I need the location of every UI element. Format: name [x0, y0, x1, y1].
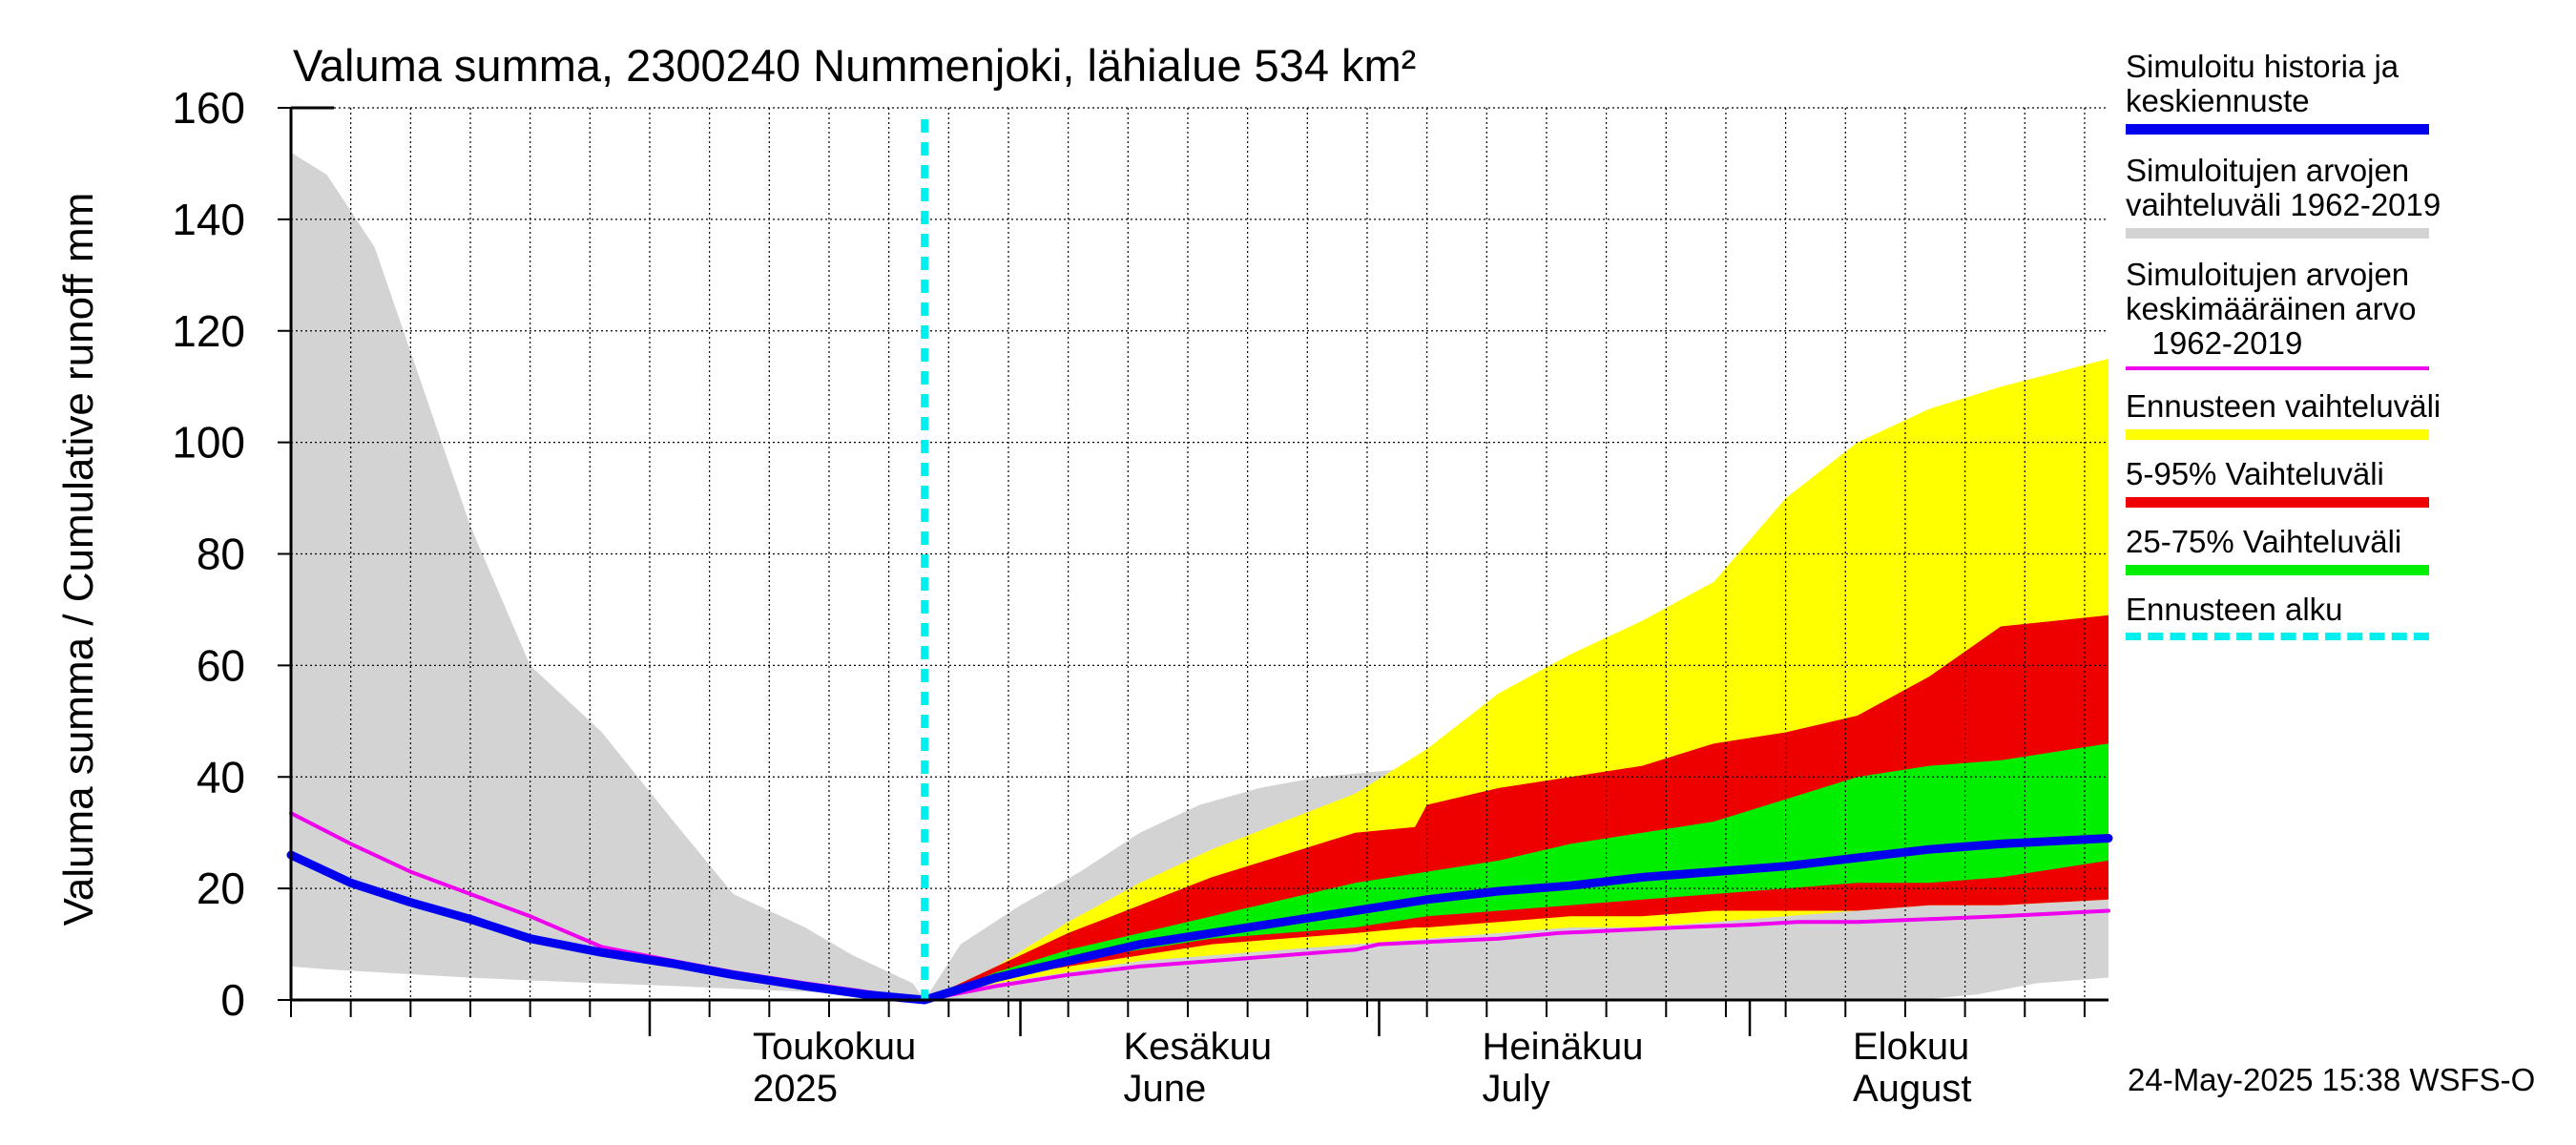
legend: Simuloitu historia ja keskiennuste Simulo…: [2126, 50, 2441, 640]
y-tick-label: 100: [172, 418, 245, 468]
month-label-en: August: [1853, 1068, 1972, 1110]
legend-label: Simuloitujen arvojen vaihteluväli 1962-2…: [2126, 153, 2441, 222]
y-tick-label: 0: [220, 975, 245, 1025]
series-line-5: [286, 834, 2113, 1005]
y-tick-label: 140: [172, 195, 245, 244]
legend-swatch: [2126, 565, 2429, 575]
legend-item: Simuloitu historia ja keskiennuste: [2126, 50, 2441, 135]
legend-label: 25-75% Vaihteluväli: [2126, 524, 2402, 559]
legend-item: Simuloitujen arvojen vaihteluväli 1962-2…: [2126, 154, 2441, 239]
month-label-fi: Elokuu: [1853, 1026, 1969, 1068]
band-2: [924, 614, 2109, 1000]
legend-label: Simuloitu historia ja keskiennuste: [2126, 49, 2399, 118]
legend-swatch: [2126, 633, 2429, 640]
legend-item: Simuloitujen arvojen keskimääräinen arvo…: [2126, 258, 2441, 370]
legend-label: Simuloitujen arvojen keskimääräinen arvo…: [2126, 257, 2417, 361]
month-label-fi: Kesäkuu: [1124, 1026, 1273, 1068]
y-axis-label: Valuma summa / Cumulative runoff mm: [55, 193, 102, 926]
series-line-4: [289, 811, 2110, 1002]
legend-swatch: [2126, 429, 2429, 440]
legend-swatch: [2126, 228, 2429, 239]
month-label-en: June: [1124, 1068, 1207, 1110]
y-tick-label: 160: [172, 83, 245, 133]
y-tick-label: 60: [197, 640, 245, 690]
grid-lines: [291, 107, 2109, 1000]
legend-label: 5-95% Vaihteluväli: [2126, 456, 2384, 491]
y-tick-label: 120: [172, 306, 245, 356]
legend-label: Ennusteen vaihteluväli: [2126, 388, 2441, 424]
legend-item: 25-75% Vaihteluväli: [2126, 525, 2441, 575]
legend-swatch: [2126, 124, 2429, 135]
legend-item: Ennusteen vaihteluväli: [2126, 389, 2441, 440]
month-label-fi: Heinäkuu: [1482, 1026, 1643, 1068]
range-bands: [291, 152, 2109, 1001]
legend-item: Ennusteen alku: [2126, 593, 2441, 640]
timestamp-footer: 24-May-2025 15:38 WSFS-O: [2128, 1062, 2536, 1097]
legend-swatch: [2126, 497, 2429, 508]
month-label-fi: Toukokuu: [753, 1026, 916, 1068]
series-lines: [286, 119, 2113, 1005]
chart-title: Valuma summa, 2300240 Nummenjoki, lähial…: [293, 40, 1416, 91]
legend-swatch: [2126, 366, 2429, 370]
month-label-en: 2025: [753, 1068, 838, 1110]
y-tick-label: 20: [197, 864, 245, 913]
legend-item: 5-95% Vaihteluväli: [2126, 457, 2441, 508]
month-label-en: July: [1482, 1068, 1549, 1110]
legend-label: Ennusteen alku: [2126, 592, 2343, 627]
y-tick-label: 80: [197, 530, 245, 579]
y-tick-label: 40: [197, 752, 245, 802]
